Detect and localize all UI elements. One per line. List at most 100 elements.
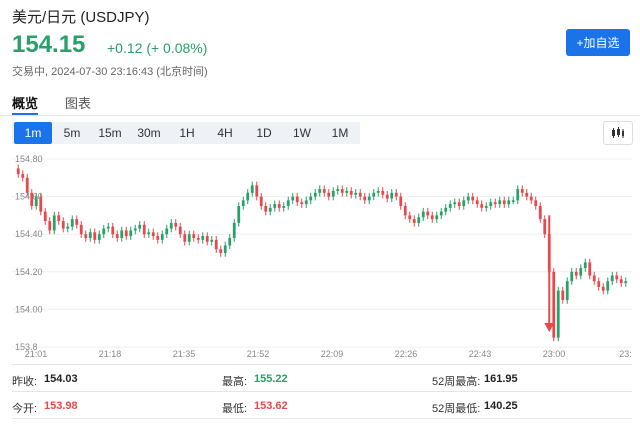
interval-1mo[interactable]: 1M [331,126,349,140]
interval-1w[interactable]: 1W [293,126,311,140]
candle-body [556,290,560,338]
interval-5m[interactable]: 5m [63,126,81,140]
candle-body [268,207,272,212]
candle-body [336,189,340,191]
candle-body [475,200,479,205]
x-tick-label: 21:52 [247,349,270,359]
candle-body [106,226,110,229]
candle-body [214,239,218,250]
tab-chart[interactable]: 图表 [65,96,92,111]
candle-body [574,271,578,276]
candle-body [246,192,250,201]
52w-high-value: 161.95 [484,373,518,385]
candle-body [313,192,317,197]
candle-body [394,192,398,197]
candle-body [588,262,592,276]
candle-body [111,226,115,235]
interval-1h[interactable]: 1H [179,126,195,140]
candle-body [399,196,403,206]
candle-body [277,204,281,208]
candle-body [79,224,83,235]
candle-body [606,281,610,291]
candle-body [358,192,362,197]
candle-body [21,174,25,178]
candle-body [273,204,277,208]
candle-body [282,206,286,208]
price-chart[interactable]: 154.80 154.60 154.40 154.20 154.00 153.8 21:0… [12,151,632,361]
prev-close-label: 昨收: [12,376,38,388]
interval-15m[interactable]: 15m [98,126,122,140]
candle-body [453,202,457,205]
stats-divider [12,391,632,392]
candle-body [255,185,259,197]
y-tick-label: 154.00 [15,304,43,314]
candle-body [516,189,520,201]
candle-body [534,200,538,206]
candle-body [52,215,56,231]
candle-body [250,185,254,193]
price-change: +0.12 (+ 0.08%) [107,40,208,56]
candle-body [205,236,209,242]
52w-low-value: 140.25 [484,400,518,412]
candle-body [367,196,371,201]
candle-body [570,271,574,282]
candle-body [372,192,376,197]
candle-body [507,200,511,205]
candle-body [466,196,470,201]
candle-body [169,222,173,229]
candlestick-series [16,164,628,342]
interval-1d[interactable]: 1D [256,126,272,140]
52w-high-label: 52周最高: [432,376,481,388]
candle-body [502,200,506,205]
candle-body [385,194,389,199]
candle-body [471,196,475,201]
candle-body [430,215,434,220]
candle-body [439,211,443,216]
open-value: 153.98 [44,400,78,412]
day-low-label: 最低: [222,403,248,415]
candle-body [354,192,358,195]
candle-body [408,215,412,220]
candle-body [129,230,133,237]
x-tick-label: 23:1 [619,349,632,359]
candle-body [403,206,407,216]
candle-body [349,190,353,195]
candle-body [75,219,79,225]
y-tick-label: 154.80 [15,154,43,164]
candle-body [48,221,52,231]
candle-body [187,234,191,242]
candle-body [448,204,452,208]
drop-arrow-head [544,322,555,332]
candle-body [228,237,232,246]
candle-body [160,234,164,240]
candle-body [39,196,43,212]
candle-body [390,192,394,199]
x-tick-label: 22:09 [321,349,344,359]
day-high-label: 最高: [222,376,248,388]
add-to-watchlist-button[interactable]: +加自选 [566,29,630,56]
interval-4h[interactable]: 4H [217,126,233,140]
candle-body [331,190,335,197]
candle-body [241,200,245,206]
chart-type-button[interactable] [603,121,633,145]
candle-body [156,236,160,240]
candle-body [480,204,484,208]
candle-body [444,207,448,212]
candle-body [115,234,119,238]
active-tab-indicator [12,113,38,115]
tab-overview[interactable]: 概览 [12,96,39,111]
candle-body [489,202,493,206]
candle-body [615,275,619,280]
candle-body [133,228,137,231]
stats-divider [12,418,632,419]
candle-body [417,217,421,223]
candle-body [340,189,344,193]
candle-body [583,262,587,269]
interval-1m[interactable]: 1m [14,122,52,144]
candle-body [561,290,565,300]
chart-annotations [544,215,555,332]
candle-body [520,189,524,193]
x-tick-label: 22:26 [395,349,418,359]
candle-body [421,211,425,218]
interval-30m[interactable]: 30m [137,126,161,140]
